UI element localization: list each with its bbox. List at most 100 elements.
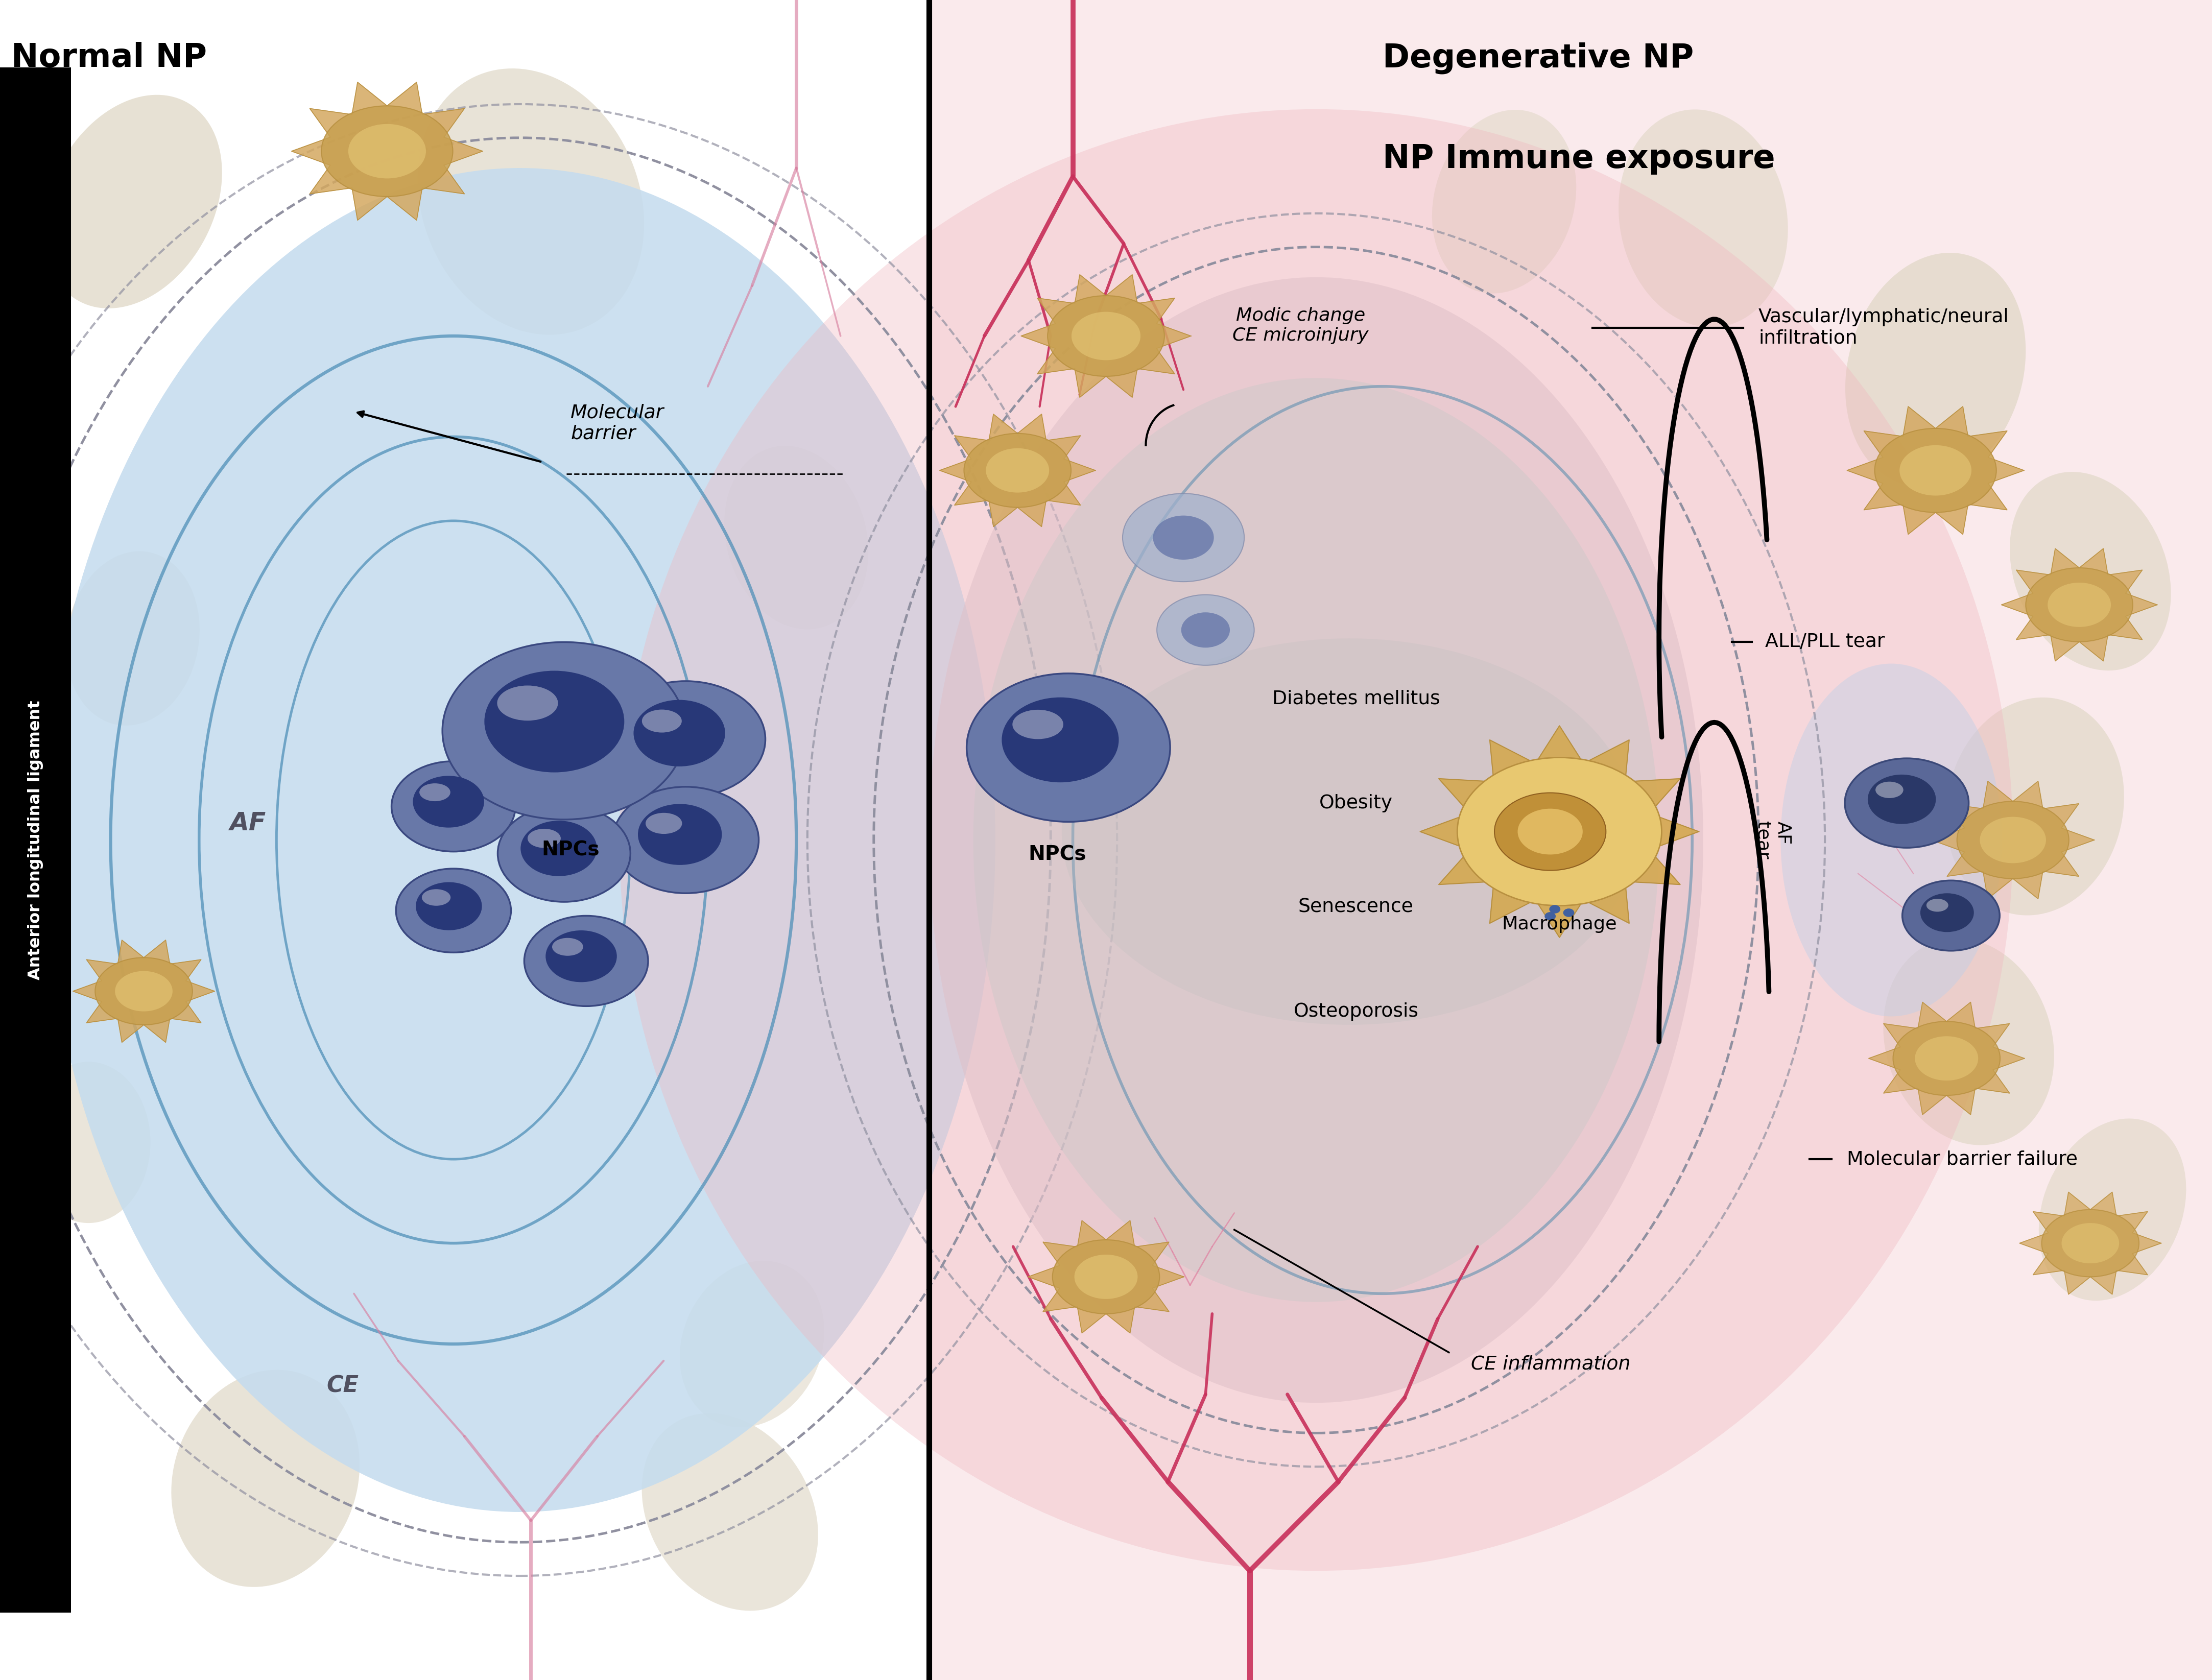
Polygon shape [2020,1193,2161,1294]
Polygon shape [1420,726,1699,937]
Text: Normal NP: Normal NP [11,42,206,74]
Ellipse shape [442,642,686,820]
Text: CE inflammation: CE inflammation [1471,1356,1630,1373]
Text: ALL/PLL tear: ALL/PLL tear [1765,633,1885,650]
Ellipse shape [1882,937,2055,1146]
Ellipse shape [1181,612,1230,647]
Ellipse shape [2011,472,2170,670]
Ellipse shape [498,685,557,721]
Ellipse shape [1458,758,1661,906]
Ellipse shape [2039,1119,2185,1300]
Text: Obesity: Obesity [1318,795,1394,811]
Ellipse shape [1902,880,2000,951]
Ellipse shape [396,869,511,953]
Ellipse shape [1900,445,1971,496]
Bar [929,0,2212,1680]
Ellipse shape [646,813,681,833]
Bar [0,67,71,1613]
Ellipse shape [723,445,869,630]
Text: CE: CE [327,1374,358,1398]
Ellipse shape [1548,906,1559,914]
Ellipse shape [546,931,617,983]
Ellipse shape [66,551,199,726]
Polygon shape [940,415,1095,526]
Ellipse shape [1152,516,1214,559]
Ellipse shape [1157,595,1254,665]
Polygon shape [292,82,482,220]
Ellipse shape [524,916,648,1006]
Ellipse shape [1781,664,2002,1016]
Ellipse shape [637,805,721,865]
Ellipse shape [392,761,515,852]
Text: Diabetes mellitus: Diabetes mellitus [1272,690,1440,707]
Ellipse shape [679,1260,825,1428]
Text: NPCs: NPCs [1029,845,1086,865]
Ellipse shape [929,277,1703,1403]
Ellipse shape [1947,697,2124,916]
Text: AF
tear: AF tear [1754,822,1792,858]
Ellipse shape [115,971,173,1011]
Text: Senescence: Senescence [1298,899,1413,916]
Ellipse shape [2042,1210,2139,1277]
Ellipse shape [2048,583,2110,627]
Ellipse shape [418,69,644,334]
Ellipse shape [1619,109,1787,328]
Ellipse shape [416,882,482,931]
Ellipse shape [1958,801,2068,879]
Ellipse shape [1845,252,2026,487]
Ellipse shape [1920,894,1973,932]
Ellipse shape [27,1062,150,1223]
Text: Anterior longitudinal ligament: Anterior longitudinal ligament [27,701,44,979]
Ellipse shape [1916,1037,1978,1080]
Polygon shape [1022,274,1190,398]
Ellipse shape [2026,568,2132,642]
Ellipse shape [1927,899,1949,912]
Ellipse shape [170,1369,361,1588]
Ellipse shape [321,106,453,197]
Ellipse shape [1071,312,1141,360]
Ellipse shape [414,776,484,828]
Ellipse shape [1075,1255,1137,1299]
Ellipse shape [553,937,584,956]
Ellipse shape [613,786,759,894]
Polygon shape [1847,407,2024,534]
Text: NP Immune exposure: NP Immune exposure [1382,143,1774,175]
Ellipse shape [1980,816,2046,864]
Ellipse shape [987,449,1048,492]
Polygon shape [1869,1003,2024,1114]
Ellipse shape [420,783,451,801]
Text: Molecular
barrier: Molecular barrier [571,403,664,444]
Text: Macrophage: Macrophage [1502,916,1617,932]
Ellipse shape [44,94,221,309]
Ellipse shape [1048,296,1164,376]
Ellipse shape [1867,774,1936,823]
Ellipse shape [1002,697,1119,783]
Text: Vascular/lymphatic/neural
infiltration: Vascular/lymphatic/neural infiltration [1759,307,2008,348]
Ellipse shape [1564,909,1575,917]
Ellipse shape [606,680,765,798]
Ellipse shape [1124,494,1243,581]
Polygon shape [73,941,215,1042]
Ellipse shape [526,828,562,848]
Text: Molecular barrier failure: Molecular barrier failure [1847,1151,2077,1168]
Ellipse shape [347,124,427,178]
Ellipse shape [1893,1021,2000,1095]
Ellipse shape [1874,428,1995,512]
Ellipse shape [1544,912,1555,921]
Text: Degenerative NP: Degenerative NP [1382,42,1694,74]
Ellipse shape [619,109,2013,1571]
Ellipse shape [2062,1223,2119,1263]
Polygon shape [1029,1221,1183,1332]
Text: NPCs: NPCs [542,840,599,860]
Ellipse shape [641,1413,818,1611]
Ellipse shape [1845,758,1969,848]
Polygon shape [2002,549,2157,660]
Ellipse shape [1013,709,1064,739]
Ellipse shape [498,805,630,902]
Polygon shape [1931,781,2095,899]
Ellipse shape [1053,1240,1159,1314]
Bar [0,0,929,1680]
Ellipse shape [1517,808,1584,855]
Ellipse shape [967,674,1170,822]
Text: Osteoporosis: Osteoporosis [1294,1003,1418,1020]
